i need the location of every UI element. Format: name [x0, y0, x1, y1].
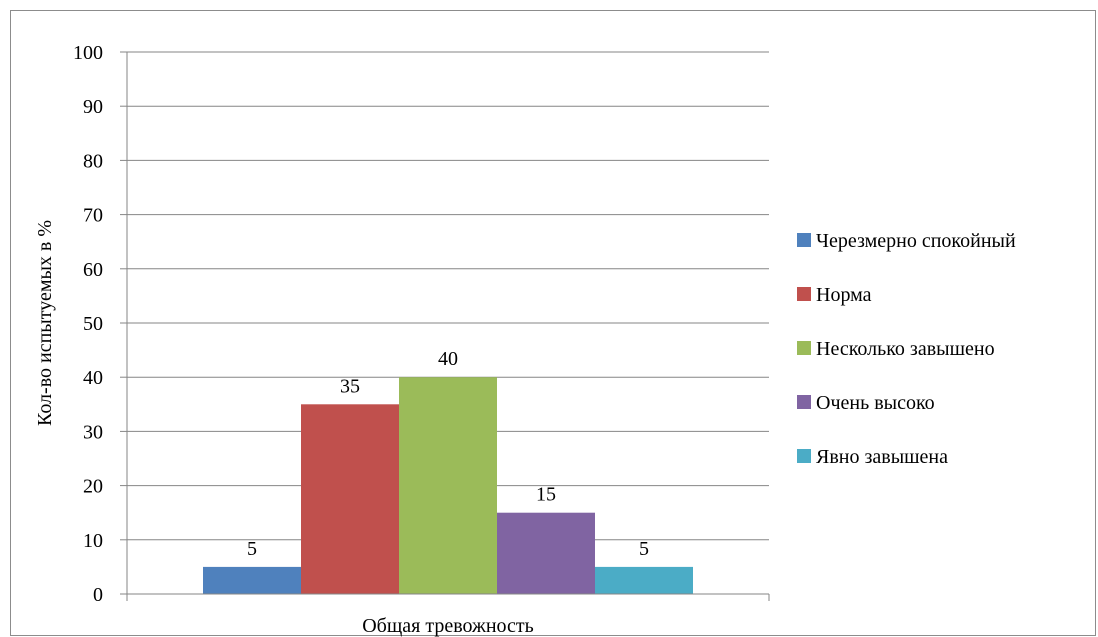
grid-lines: [120, 51, 770, 601]
legend-swatch: [797, 395, 811, 409]
y-tick-label: 80: [83, 150, 103, 172]
y-tick-label: 90: [83, 96, 103, 118]
bar-data-label: 15: [536, 484, 556, 506]
legend-label: Несколько завышено: [816, 338, 995, 360]
y-tick-label: 60: [83, 259, 103, 281]
y-tick-label: 50: [83, 313, 103, 335]
bars: [203, 377, 693, 594]
y-tick-label: 30: [83, 421, 103, 443]
y-axis-title: Кол-во испытуемых в %: [34, 220, 56, 426]
bar-data-label: 40: [438, 348, 458, 370]
legend-label: Очень высоко: [816, 392, 935, 414]
bar-data-label: 5: [247, 538, 257, 560]
bar: [203, 566, 301, 594]
axes: [126, 52, 769, 595]
y-tick-label: 100: [73, 42, 103, 64]
legend-swatch: [797, 449, 811, 463]
bar: [301, 404, 399, 594]
y-tick-labels: 0 10 20 30 40 50 60 70 80 90 100: [73, 42, 103, 606]
legend-label: Норма: [816, 284, 872, 306]
bar-data-label: 5: [639, 538, 649, 560]
legend-swatch: [797, 287, 811, 301]
bar: [399, 377, 497, 594]
legend: Черезмерно спокойный Норма Несколько завыш…: [797, 230, 1016, 468]
y-tick-label: 40: [83, 367, 103, 389]
y-tick-label: 0: [93, 584, 103, 606]
legend-label: Черезмерно спокойный: [816, 230, 1016, 252]
bar: [497, 512, 595, 594]
y-tick-label: 70: [83, 205, 103, 227]
data-labels: 5 35 40 15 5: [247, 348, 649, 560]
bar-data-label: 35: [340, 375, 360, 397]
bar: [595, 566, 693, 594]
y-tick-label: 20: [83, 476, 103, 498]
x-category-label: Общая тревожность: [362, 615, 534, 637]
y-tick-label: 10: [83, 530, 103, 552]
legend-swatch: [797, 233, 811, 247]
legend-swatch: [797, 341, 811, 355]
legend-label: Явно завышена: [816, 446, 948, 468]
